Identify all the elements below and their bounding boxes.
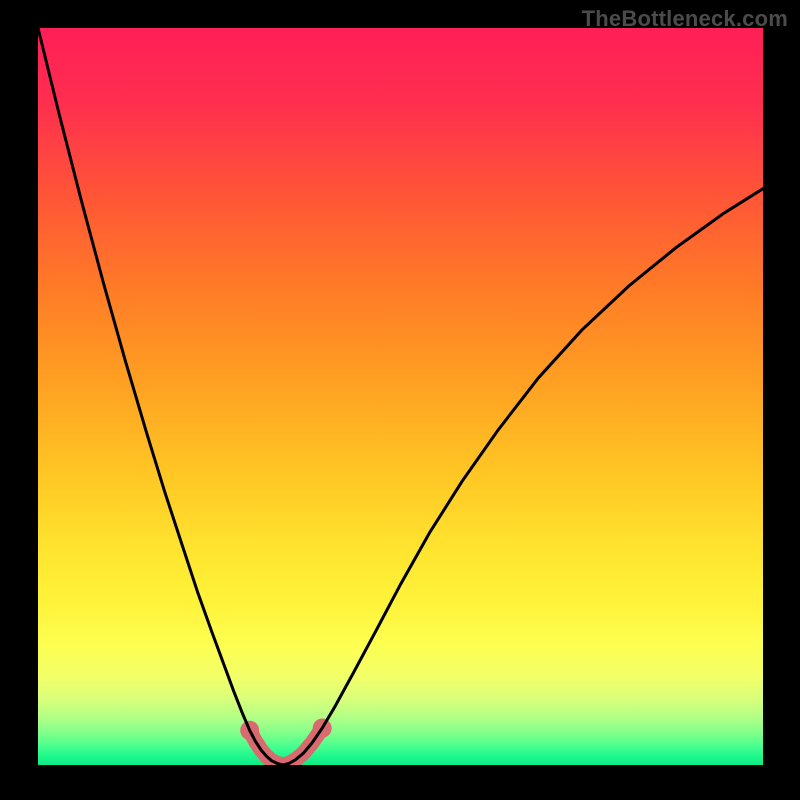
chart-curve-right [283, 189, 763, 765]
watermark-text: TheBottleneck.com [582, 6, 788, 32]
chart-frame [38, 28, 763, 765]
chart-plot-area [38, 28, 763, 765]
chart-svg-layer [38, 28, 763, 765]
chart-curve-left [38, 28, 283, 765]
